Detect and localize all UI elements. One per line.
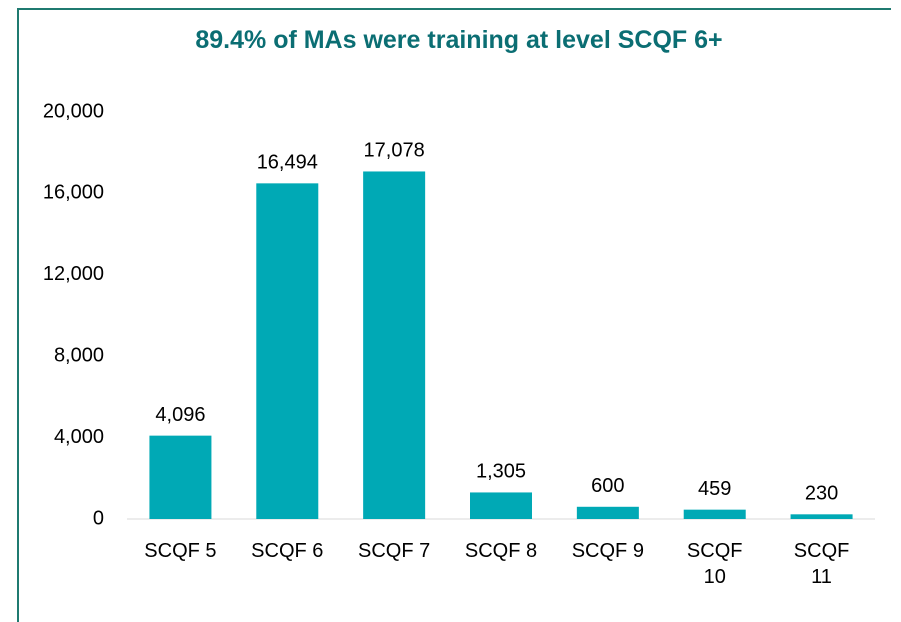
frame [17,8,891,622]
value-label: 600 [591,475,624,497]
x-tick-label: SCQF 11 [793,540,850,588]
bar [470,492,532,519]
value-label: 16,494 [257,152,318,174]
y-tick-label: 20,000 [43,100,104,122]
y-tick-label: 16,000 [43,182,104,204]
bar [576,506,639,519]
x-tick-label: SCQF 10 [686,540,743,588]
y-tick-label: 8,000 [54,344,104,366]
y-tick-label: 12,000 [43,263,104,285]
bar [149,435,212,519]
value-label: 459 [698,478,731,500]
value-label: 230 [805,483,838,505]
value-label: 4,096 [155,404,205,426]
x-tick-label: SCQF 6 [251,540,324,562]
value-label: 1,305 [476,461,526,483]
value-label: 17,078 [364,140,425,162]
x-tick-label: SCQF 8 [464,540,538,562]
x-tick-label: SCQF 9 [571,540,644,562]
bar [363,171,426,519]
bar [256,183,319,519]
y-tick-label: 0 [93,507,104,529]
bar [683,509,746,519]
x-tick-label: SCQF 5 [144,540,217,562]
x-tick-label: SCQF 7 [358,540,431,562]
chart-title: 89.4% of MAs were training at level SCQF… [195,26,723,54]
y-tick-label: 4,000 [54,426,104,448]
bar [790,514,853,519]
